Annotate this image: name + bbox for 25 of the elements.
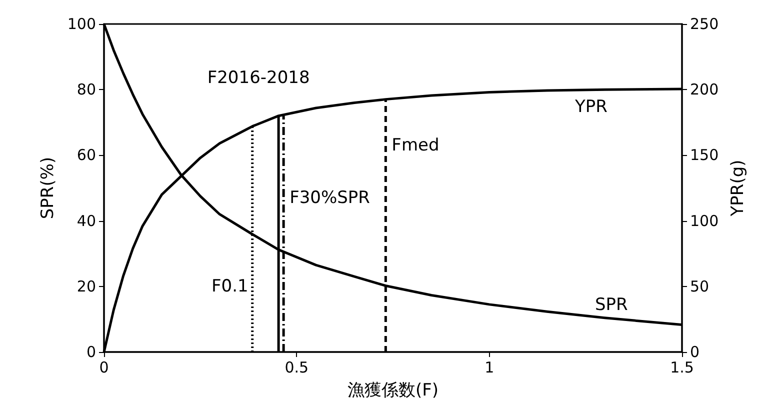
y-axis-title: SPR(%) (38, 156, 58, 220)
y-tick-label: 40 (76, 212, 96, 230)
annotation: F2016-2018 (207, 68, 310, 88)
y2-tick-label: 50 (690, 277, 710, 296)
y2-tick-label: 150 (690, 146, 719, 164)
y-tick-label: 0 (86, 343, 96, 361)
x-tick-label: 1 (484, 358, 494, 376)
y-tick-label: 80 (76, 80, 96, 99)
y2-tick-label: 250 (690, 15, 719, 33)
annotation: Fmed (392, 135, 440, 156)
x-axis-title: 漁獲係数(F) (347, 380, 439, 400)
series-label: SPR (595, 294, 628, 315)
annotation: F0.1 (212, 276, 248, 296)
y-tick-label: 100 (67, 15, 96, 33)
annotation: F30%SPR (290, 188, 370, 208)
y2-axis-title: YPR(g) (728, 160, 748, 218)
y-tick-label: 20 (76, 277, 96, 296)
y-tick-label: 60 (76, 146, 96, 164)
y2-tick-label: 0 (690, 343, 700, 361)
x-tick-label: 0 (99, 358, 109, 376)
x-tick-label: 0.5 (284, 358, 309, 376)
y2-tick-label: 200 (690, 80, 719, 99)
series-label: YPR (574, 96, 608, 117)
x-tick-label: 1.5 (670, 358, 694, 376)
y2-tick-label: 100 (690, 212, 719, 230)
